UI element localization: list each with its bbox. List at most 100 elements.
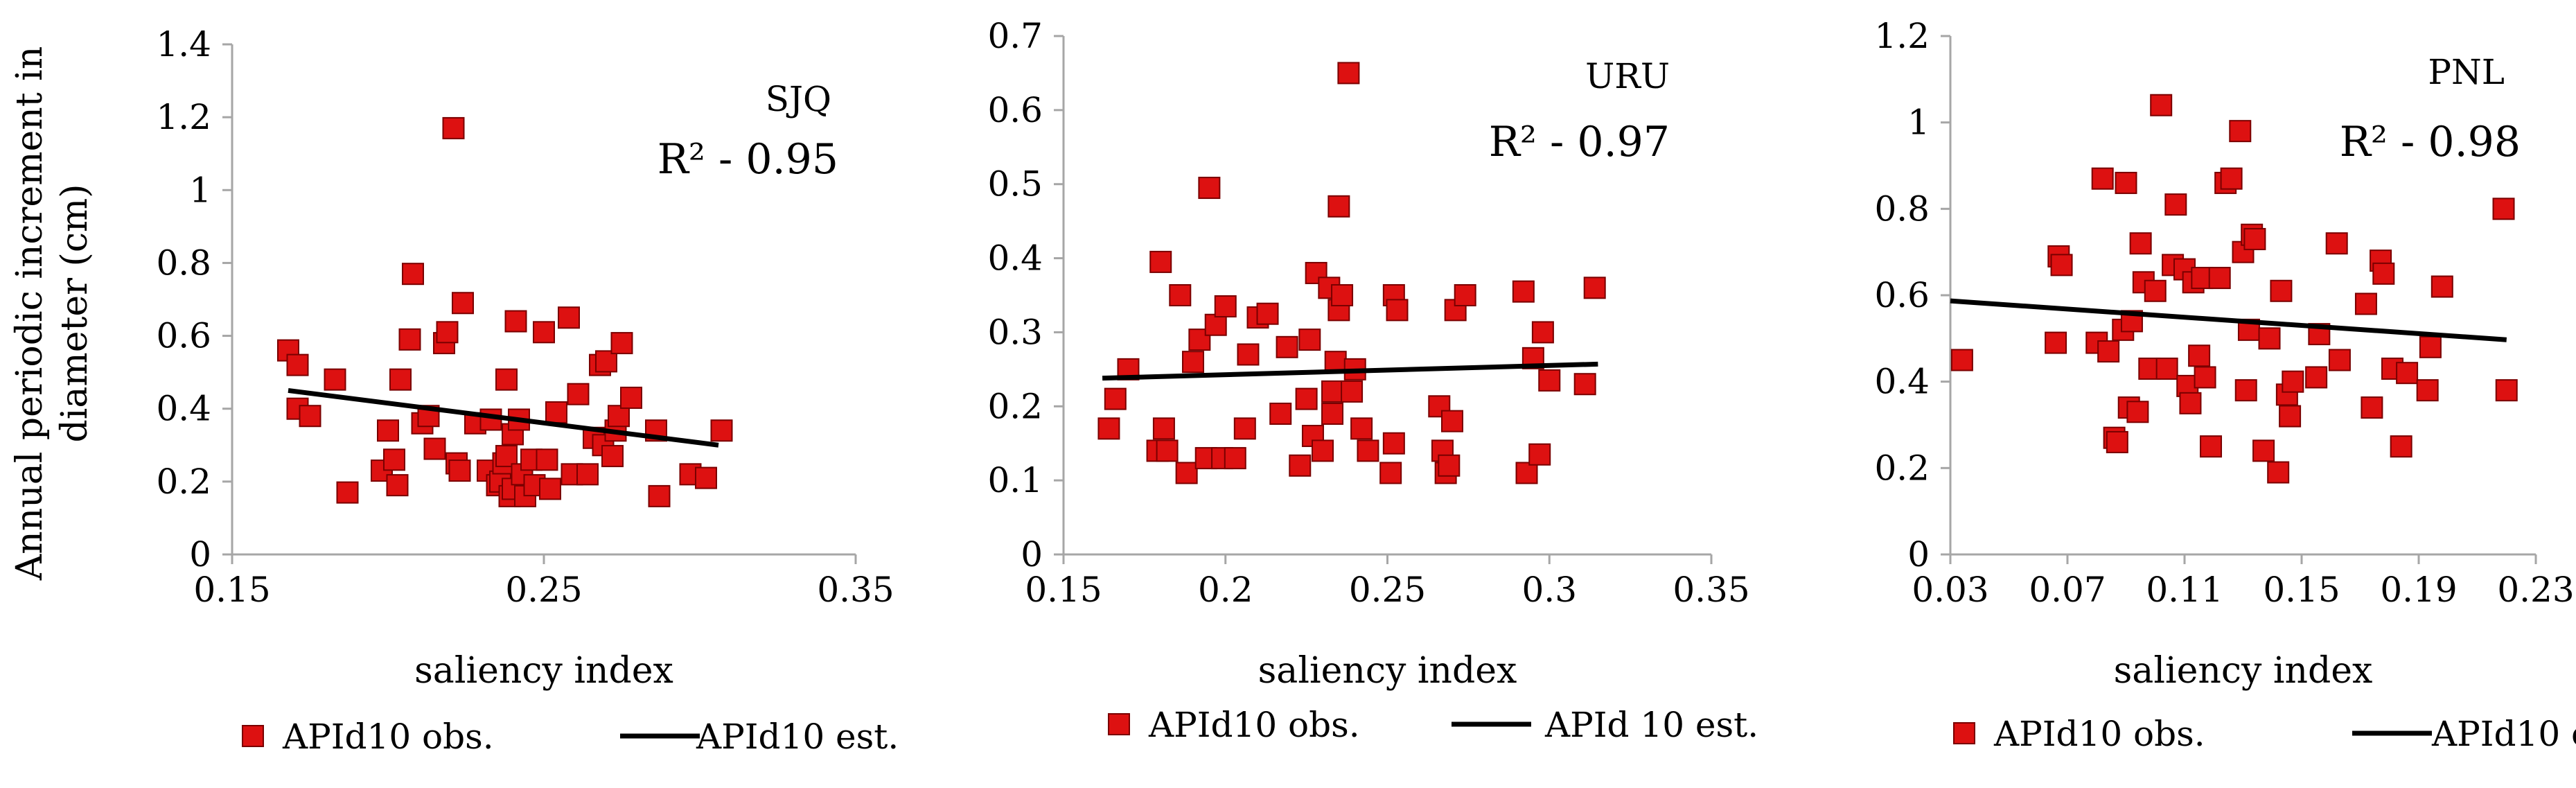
data-point bbox=[1331, 284, 1354, 306]
data-point bbox=[610, 332, 633, 355]
legend-label-obs: APId10 obs. bbox=[1993, 714, 2205, 754]
data-point bbox=[1386, 299, 1409, 322]
y-tick-label: 1.4 bbox=[156, 24, 211, 64]
y-tick-label: 1 bbox=[189, 170, 211, 210]
data-point bbox=[2396, 362, 2419, 385]
y-tick-label: 0.8 bbox=[1874, 189, 1930, 229]
data-point bbox=[595, 350, 617, 373]
data-point bbox=[2220, 167, 2243, 190]
data-point bbox=[2194, 366, 2216, 389]
data-point bbox=[1583, 277, 1606, 299]
legend: APId10 obs. APId 10 est. bbox=[1108, 705, 1758, 745]
x-tick-label: 0.07 bbox=[2029, 570, 2106, 610]
x-tick-label: 0.35 bbox=[1673, 570, 1749, 610]
data-point bbox=[2179, 392, 2202, 414]
y-tick-label: 1 bbox=[1907, 103, 1930, 143]
data-point bbox=[567, 383, 590, 405]
data-point bbox=[442, 116, 465, 139]
data-point bbox=[1528, 443, 1551, 466]
data-point bbox=[1531, 321, 1554, 344]
legend-label-est: APId 10 est. bbox=[1544, 705, 1758, 745]
y-tick-label: 0.6 bbox=[1874, 275, 1930, 315]
legend-marker-obs bbox=[242, 725, 264, 747]
data-point bbox=[1214, 295, 1237, 318]
data-point bbox=[479, 408, 502, 431]
data-point bbox=[1382, 432, 1405, 455]
x-axis-label: saliency index bbox=[2114, 650, 2373, 692]
data-point bbox=[495, 445, 518, 468]
y-tick-label: 0.2 bbox=[156, 462, 211, 502]
x-axis-label: saliency index bbox=[1258, 650, 1517, 692]
data-point bbox=[2325, 232, 2348, 255]
legend-label-est: APId10 est. bbox=[696, 717, 899, 757]
data-point bbox=[1149, 250, 1172, 273]
data-point bbox=[1152, 417, 1175, 440]
y-tick-label: 0 bbox=[1021, 534, 1043, 575]
chart-panel-uru: 0 0.1 0.2 0.3 0.4 0.5 0.6 0.7 0.15 0.2 0.25 0.3 0.35… bbox=[987, 16, 1758, 745]
y-tick-label: 0.1 bbox=[987, 460, 1043, 500]
data-point bbox=[1321, 380, 1344, 403]
legend-label-obs: APId10 obs. bbox=[1148, 705, 1360, 745]
data-point bbox=[398, 328, 421, 351]
data-point bbox=[1204, 313, 1227, 336]
data-point bbox=[2091, 167, 2114, 190]
y-tick-label: 0.4 bbox=[1874, 362, 1930, 402]
y-tick-label: 1.2 bbox=[156, 97, 211, 137]
x-tick-label: 0.25 bbox=[505, 570, 582, 610]
data-point bbox=[1357, 439, 1379, 462]
chart-panel-sjq: 0 0.2 0.4 0.6 0.8 1 1.2 1.4 0.15 0.25 0.35 saliency… bbox=[9, 24, 899, 757]
data-point bbox=[2164, 193, 2187, 216]
data-point bbox=[2252, 439, 2275, 462]
x-tick-label: 0.23 bbox=[2497, 570, 2574, 610]
data-point bbox=[2328, 349, 2351, 371]
data-point bbox=[2279, 405, 2302, 428]
data-point bbox=[601, 445, 624, 468]
data-point bbox=[539, 478, 561, 500]
data-point bbox=[2229, 120, 2252, 143]
data-point bbox=[2305, 366, 2328, 389]
data-point bbox=[1175, 462, 1198, 484]
y-axis-label: Annual periodic increment in bbox=[9, 46, 51, 581]
x-tick-label: 0.2 bbox=[1198, 570, 1253, 610]
data-point bbox=[1321, 402, 1344, 425]
legend-label-obs: APId10 obs. bbox=[282, 717, 494, 757]
data-point bbox=[533, 321, 555, 344]
legend-marker-obs bbox=[1108, 713, 1130, 735]
data-point bbox=[2492, 198, 2515, 220]
x-tick-label: 0.35 bbox=[817, 570, 894, 610]
data-point bbox=[608, 405, 630, 428]
legend: APId10 obs. APId10 est. bbox=[1953, 714, 2576, 754]
site-label: PNL bbox=[2428, 52, 2505, 92]
data-point bbox=[2372, 262, 2395, 285]
chart-panel-pnl: 0 0.2 0.4 0.6 0.8 1 1.2 0.03 0.07 0.11 0.15 0.19 0.2… bbox=[1874, 16, 2576, 754]
data-point bbox=[1341, 380, 1364, 403]
data-point bbox=[1337, 62, 1360, 85]
data-point bbox=[2267, 461, 2290, 484]
data-point bbox=[648, 484, 671, 507]
x-tick-label: 0.3 bbox=[1521, 570, 1577, 610]
site-label: SJQ bbox=[766, 79, 831, 119]
data-point bbox=[710, 419, 733, 442]
x-tick-label: 0.19 bbox=[2380, 570, 2457, 610]
data-point bbox=[2144, 279, 2167, 302]
data-point bbox=[2045, 331, 2067, 354]
data-point bbox=[2106, 430, 2128, 453]
data-point bbox=[2270, 279, 2293, 302]
data-point bbox=[576, 463, 599, 486]
data-point bbox=[1169, 284, 1192, 306]
legend: APId10 obs. APId10 est. bbox=[242, 717, 899, 757]
y-tick-label: 0.4 bbox=[987, 238, 1043, 279]
x-tick-label: 0.15 bbox=[193, 570, 270, 610]
data-point bbox=[2188, 344, 2211, 367]
data-point bbox=[1512, 280, 1535, 303]
data-point bbox=[1289, 454, 1312, 477]
data-point bbox=[1454, 284, 1476, 306]
data-point bbox=[1379, 462, 1402, 484]
data-point bbox=[423, 437, 446, 460]
data-point bbox=[436, 321, 459, 344]
data-point bbox=[1438, 454, 1461, 477]
y-tick-label: 0.6 bbox=[156, 316, 211, 356]
data-point bbox=[2431, 275, 2453, 298]
